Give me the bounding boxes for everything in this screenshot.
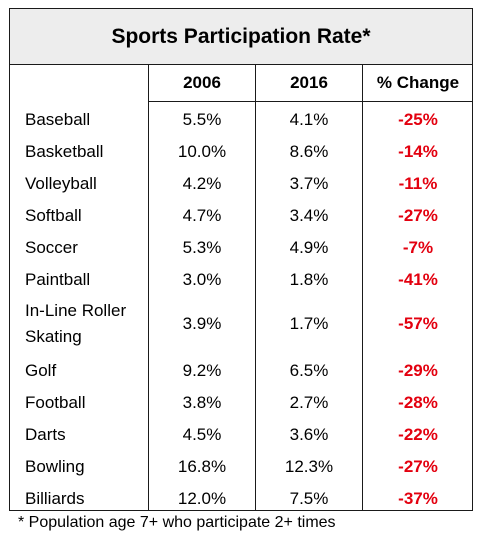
header-pct-change: % Change	[376, 73, 460, 92]
pct-change: -14%	[398, 142, 438, 161]
sport-name: Golf	[25, 361, 57, 380]
value-2016: 2.7%	[289, 393, 329, 412]
pct-change: -27%	[398, 457, 438, 476]
sport-name: Baseball	[25, 110, 91, 129]
pct-change: -22%	[398, 425, 438, 444]
sport-name: Paintball	[25, 270, 91, 289]
value-2006: 5.3%	[182, 238, 222, 257]
pct-change: -29%	[398, 361, 438, 380]
column-divider	[255, 65, 256, 510]
pct-change: -41%	[398, 270, 438, 289]
sport-name: In-Line Roller Skating	[25, 301, 127, 346]
footnote: * Population age 7+ who participate 2+ t…	[18, 514, 336, 531]
sport-name: Darts	[25, 425, 66, 444]
value-2006: 3.9%	[182, 314, 222, 333]
sport-name: Volleyball	[25, 174, 97, 193]
sport-name: Softball	[25, 206, 82, 225]
table-title: Sports Participation Rate*	[10, 9, 472, 65]
header-2006: 2006	[183, 73, 221, 92]
value-2006: 16.8%	[177, 457, 227, 476]
pct-change: -11%	[398, 174, 438, 193]
value-2006: 4.7%	[182, 206, 222, 225]
value-2016: 1.8%	[289, 270, 329, 289]
header-2016: 2016	[290, 73, 328, 92]
value-2016: 12.3%	[284, 457, 334, 476]
pct-change: -28%	[398, 393, 438, 412]
value-2006: 3.8%	[182, 393, 222, 412]
sport-name: Basketball	[25, 142, 104, 161]
value-2016: 4.1%	[289, 110, 329, 129]
pct-change: -7%	[402, 238, 434, 257]
value-2006: 10.0%	[177, 142, 227, 161]
value-2016: 8.6%	[289, 142, 329, 161]
pct-change: -27%	[398, 206, 438, 225]
value-2016: 3.7%	[289, 174, 329, 193]
sport-name: Football	[25, 393, 86, 412]
value-2006: 3.0%	[182, 270, 222, 289]
value-2016: 6.5%	[289, 361, 329, 380]
sport-name: Soccer	[25, 238, 78, 257]
pct-change: -57%	[398, 314, 438, 333]
pct-change: -37%	[398, 489, 438, 508]
sport-name: Billiards	[25, 489, 85, 508]
value-2006: 4.5%	[182, 425, 222, 444]
value-2006: 4.2%	[182, 174, 222, 193]
participation-table: Sports Participation Rate* 2006 2016 % C…	[9, 8, 473, 511]
value-2016: 3.4%	[289, 206, 329, 225]
header-underline	[148, 101, 472, 102]
value-2006: 5.5%	[182, 110, 222, 129]
value-2006: 9.2%	[182, 361, 222, 380]
value-2006: 12.0%	[177, 489, 227, 508]
value-2016: 4.9%	[289, 238, 329, 257]
sport-name: Bowling	[25, 457, 85, 476]
value-2016: 3.6%	[289, 425, 329, 444]
value-2016: 1.7%	[289, 314, 329, 333]
column-divider	[362, 65, 363, 510]
value-2016: 7.5%	[289, 489, 329, 508]
pct-change: -25%	[398, 110, 438, 129]
column-divider	[148, 65, 149, 510]
